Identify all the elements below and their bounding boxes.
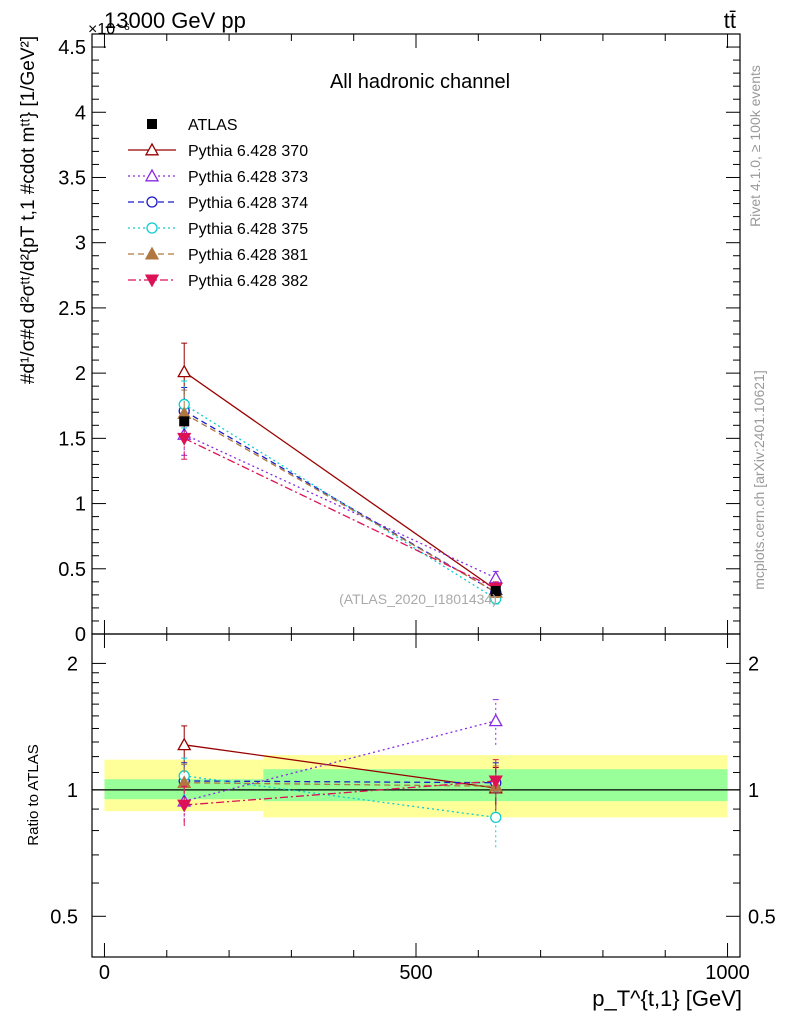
series-5-line [183,437,497,589]
legend-series-3-marker [146,222,158,234]
legend-atlas-label: ATLAS [188,117,238,134]
series-1-point [488,570,503,584]
main-y-tick-label: 3.5 [58,167,86,189]
ratio-y-tick-label: 1 [67,780,78,802]
process-label: tt̄ [724,8,736,33]
mcplots-label: mcplots.cern.ch [arXiv:2401.10621] [751,370,767,589]
ratio-uncertainty-bands [104,755,728,818]
legend-series-0-label: Pythia 6.428 370 [188,143,308,160]
legend-series-2-label: Pythia 6.428 374 [188,195,308,212]
atlas-data-points [179,416,501,596]
series-3-ratio-line [184,775,496,819]
series-0-ratio-line [184,744,496,789]
x-axis-label: p_T^{t,1} [GeV] [592,986,742,1011]
x-tick-label: 500 [399,962,432,984]
main-y-tick-label: 1 [75,494,86,516]
ratio-y-tick-label-right: 0.5 [748,906,776,928]
legend-series-0-marker [144,142,160,156]
main-y-tick-label: 2 [75,363,86,385]
x-tick-label: 0 [99,962,110,984]
main-y-tick-label: 4 [75,102,86,124]
main-y-tick-label: 2.5 [58,298,86,320]
main-axis-ticks: 0 0.5 1 1.5 2 2.5 3 3.5 4 4.5 [58,37,740,646]
main-y-axis-label: #d¹/σ#d d²σᵗᵗ/d²{pT t,1 #cdot mᵗᵗ} [1/Ge… [18,36,39,384]
series-5-ratio-point [177,799,192,813]
ratio-y-tick-label-right: 1 [748,780,759,802]
x-axis-ticks: 0 500 1000 [99,34,750,984]
exponent-label: ×10⁻⁶ [88,21,130,38]
ratio-y-tick-label-right: 2 [748,653,759,675]
series-5-ratio-line [184,780,496,806]
legend-atlas-marker [147,119,157,129]
x-tick-label: 1000 [705,962,750,984]
legend-series-4-marker [144,246,160,260]
series-3-ratio-point [490,811,502,824]
legend-series-5-marker [144,274,160,288]
series-0-point [177,364,192,378]
legend: ATLAS Pythia 6.428 370 Pythia 6.428 373 Pyt… [128,117,308,290]
ratio-y-tick-label: 0.5 [50,906,78,928]
series-1-ratio-point [488,713,503,727]
series-5-point [177,432,192,446]
main-y-tick-label: 1.5 [58,428,86,450]
chart-title: All hadronic channel [330,71,510,93]
series-2-ratio-line [184,780,496,784]
ratio-y-axis-label: Ratio to ATLAS [25,744,42,845]
main-y-tick-label: 4.5 [58,37,86,59]
atlas-data-point [490,585,501,596]
series-2-line [183,410,497,593]
ratio-series-group [177,699,503,848]
ratio-y-tick-label: 2 [67,653,78,675]
analysis-id: (ATLAS_2020_I1801434) [339,591,497,607]
legend-series-5-label: Pythia 6.428 382 [188,273,308,290]
main-series-group [177,342,503,605]
series-1-line [183,433,497,579]
series-3-line [183,403,497,600]
series-1-ratio-line [184,720,496,802]
legend-series-1-marker [144,168,160,182]
series-5-ratio-point [488,775,503,789]
legend-series-2-marker [146,196,158,208]
legend-series-4-label: Pythia 6.428 381 [188,247,308,264]
energy-label: 13000 GeV pp [104,8,246,33]
series-0-ratio-point [177,737,192,751]
series-4-ratio-line [184,782,496,787]
main-y-tick-label: 3 [75,233,86,255]
atlas-data-point [179,416,190,427]
main-y-tick-label: 0 [75,624,86,646]
rivet-label: Rivet 4.1.0, ≥ 100k events [747,65,763,227]
legend-series-3-label: Pythia 6.428 375 [188,221,308,238]
legend-series-1-label: Pythia 6.428 373 [188,169,308,186]
main-y-tick-label: 0.5 [58,559,86,581]
